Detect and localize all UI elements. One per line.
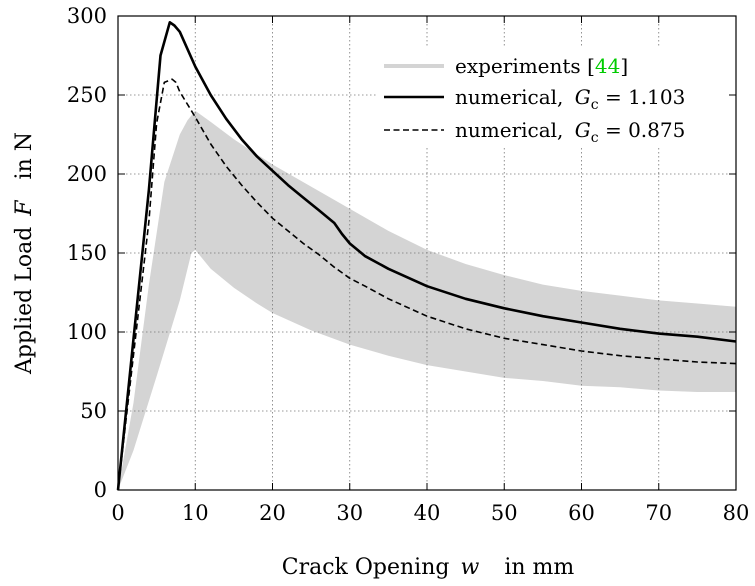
- x-tick-label: 40: [414, 501, 441, 525]
- legend-series-2-param: 0.875: [628, 118, 685, 142]
- legend-citation-bracket-open: [: [587, 54, 595, 78]
- series-layer: [116, 21, 737, 491]
- y-tick-label: 300: [67, 4, 107, 28]
- y-axis-label-unit: in N: [12, 132, 37, 179]
- legend-experiments-name: experiments: [455, 54, 581, 78]
- x-tick-label: 80: [723, 501, 750, 525]
- y-tick-label: 50: [80, 399, 107, 423]
- y-tick-label: 200: [67, 162, 107, 186]
- x-tick-label: 20: [259, 501, 286, 525]
- y-axis-label-var: F: [12, 200, 37, 217]
- legend-citation-bracket-close: ]: [620, 54, 628, 78]
- x-tick-label: 60: [568, 501, 595, 525]
- series-line-1: [116, 21, 737, 491]
- y-tick-label: 250: [67, 83, 107, 107]
- x-tick-label: 50: [491, 501, 518, 525]
- legend-series-1-gc-sub: c: [591, 97, 599, 113]
- y-tick-label: 100: [67, 320, 107, 344]
- x-axis-label-text: Crack Opening: [282, 555, 450, 580]
- legend-series-2-gc-sub: c: [591, 130, 599, 146]
- x-axis-label: Crack Opening w in mm: [282, 555, 575, 580]
- legend-label-numerical-2: numerical, Gc = 0.875: [455, 118, 685, 146]
- y-tick-label: 150: [67, 241, 107, 265]
- y-axis-label: Applied Load F in N: [12, 132, 37, 375]
- y-axis-label-text: Applied Load: [12, 227, 37, 375]
- legend-series-2-prefix: numerical,: [455, 118, 563, 142]
- legend-series-1-param: 1.103: [628, 85, 685, 109]
- legend-label-numerical-1: numerical, Gc = 1.103: [455, 85, 685, 113]
- x-tick-label: 0: [111, 501, 124, 525]
- x-axis-label-var: w: [460, 555, 479, 580]
- legend-series-2-eq: =: [599, 118, 628, 142]
- legend-series-1-prefix: numerical,: [455, 85, 563, 109]
- series-line-2: [117, 78, 737, 491]
- legend-series-2-gc: G: [575, 118, 591, 142]
- legend-series-1-gc: G: [575, 85, 591, 109]
- legend-series-1-eq: =: [599, 85, 628, 109]
- x-tick-label: 10: [182, 501, 209, 525]
- legend-citation: 44: [595, 54, 620, 78]
- x-tick-label: 30: [336, 501, 363, 525]
- x-axis-label-unit: in mm: [504, 555, 574, 580]
- legend: experiments [44] numerical, Gc = 1.103 n…: [378, 46, 728, 146]
- legend-label-experiments: experiments [44]: [455, 54, 628, 78]
- axis-ticks: 0 10 20 30 40 50 60 70 80 0 50 100 150 200 250 300: [67, 4, 749, 525]
- y-tick-label: 0: [94, 478, 107, 502]
- x-tick-label: 70: [645, 501, 672, 525]
